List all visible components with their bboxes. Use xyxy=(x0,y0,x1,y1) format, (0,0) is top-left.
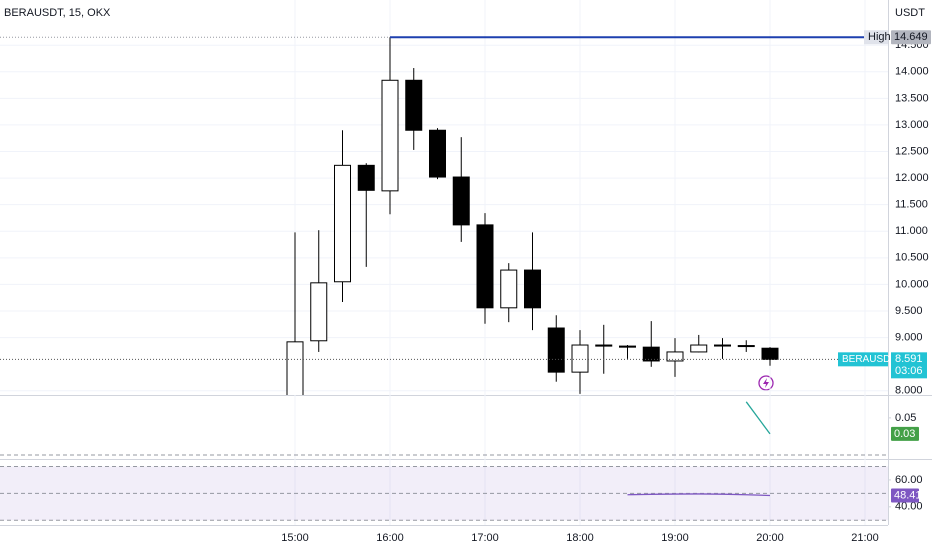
candle-body xyxy=(714,344,731,347)
x-tick-label: 17:00 xyxy=(471,532,499,544)
candle-body xyxy=(737,345,755,348)
indicator-value-bg xyxy=(891,488,919,503)
candle-body xyxy=(595,344,613,347)
last-value: 8.591 xyxy=(895,353,923,365)
high-value: 14.649 xyxy=(894,31,928,43)
candle-body xyxy=(619,345,636,348)
pane-0 xyxy=(0,36,888,395)
symbol-tag: BERAUSDT xyxy=(842,354,896,365)
y-tick-label: 60.00 xyxy=(895,474,923,486)
x-tick-label: 20:00 xyxy=(756,532,784,544)
indicator-value: 48.41 xyxy=(894,489,922,501)
y-tick-label: 0.05 xyxy=(895,412,916,424)
alert-icon xyxy=(758,375,774,391)
candle-body xyxy=(690,344,708,353)
candle-body xyxy=(571,344,589,373)
candle-body xyxy=(666,351,684,362)
y-tick-label: 10.500 xyxy=(895,252,929,264)
candle-body xyxy=(642,346,660,362)
candle-body xyxy=(310,282,328,342)
candle-body xyxy=(357,164,375,191)
candle-body xyxy=(405,79,423,131)
x-tick-label: 18:00 xyxy=(566,532,594,544)
candle-body xyxy=(334,164,351,283)
last-value-bg xyxy=(891,352,927,379)
y-tick-label: 11.500 xyxy=(895,199,928,211)
indicator-line xyxy=(627,493,771,497)
y-tick-label: 12.500 xyxy=(895,145,929,157)
y-tick-label: 14.000 xyxy=(895,66,929,78)
indicator-value-bg xyxy=(891,426,919,441)
currency-label: USDT xyxy=(895,7,925,19)
y-tick-label: 9.000 xyxy=(895,331,923,343)
high-tag: High xyxy=(868,31,891,43)
candle-body xyxy=(381,79,399,192)
x-tick-label: 15:00 xyxy=(281,532,309,544)
high-tag-bg xyxy=(864,30,888,45)
x-tick-label: 21:00 xyxy=(851,532,879,544)
pane-1 xyxy=(745,401,771,435)
y-tick-label: 9.500 xyxy=(895,305,923,317)
symbol-tag-bg xyxy=(838,352,888,367)
countdown: 03:06 xyxy=(895,365,923,377)
high-value-bg xyxy=(891,30,931,45)
y-tick-label: 8.000 xyxy=(895,385,923,397)
candle-body xyxy=(452,176,470,226)
candle-body xyxy=(524,269,541,309)
x-tick-label: 16:00 xyxy=(376,532,404,544)
y-tick-label: 12.000 xyxy=(895,172,929,184)
y-tick-label: 40.00 xyxy=(895,501,923,513)
y-tick-label: 11.000 xyxy=(895,225,928,237)
candle-body xyxy=(286,341,304,395)
candle-body xyxy=(547,327,565,373)
candle-body xyxy=(429,129,446,178)
candle-body xyxy=(476,224,494,309)
pane-2 xyxy=(627,493,771,497)
indicator-value: 0.03 xyxy=(894,428,915,440)
y-tick-label: 10.000 xyxy=(895,278,929,290)
indicator-line xyxy=(745,401,771,435)
x-tick-label: 19:00 xyxy=(661,532,689,544)
y-tick-label: 13.000 xyxy=(895,119,929,131)
y-tick-label: 13.500 xyxy=(895,92,929,104)
candle-body xyxy=(761,347,779,360)
candle-body xyxy=(500,269,518,309)
symbol-title: BERAUSDT, 15, OKX xyxy=(4,7,111,19)
